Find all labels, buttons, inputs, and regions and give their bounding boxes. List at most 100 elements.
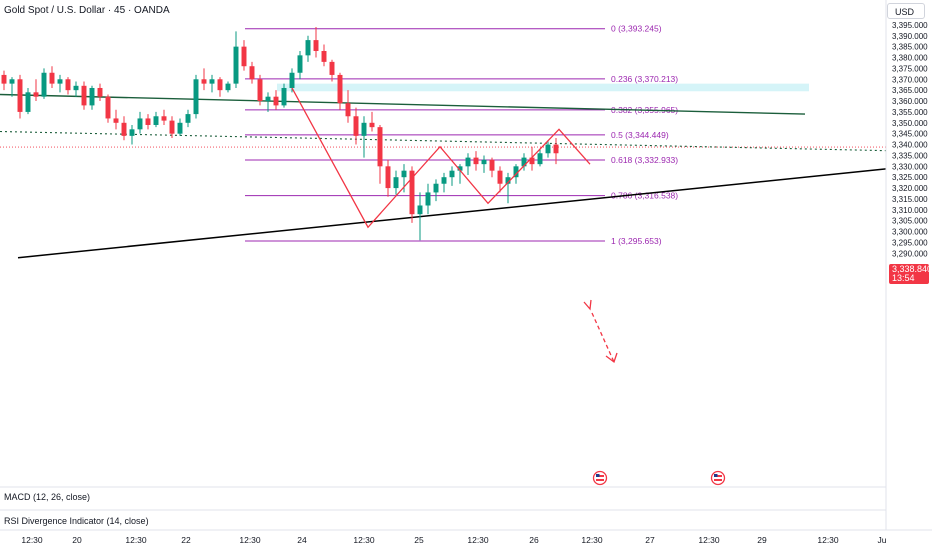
candle-body <box>289 72 295 88</box>
last-price-value: 3,338.840 <box>892 264 932 274</box>
candle-body <box>553 144 559 154</box>
price-tick-label: 3,290.000 <box>892 249 928 258</box>
time-tick-label: 12:30 <box>467 535 489 545</box>
candle-body <box>145 118 151 125</box>
candle-body <box>105 96 111 119</box>
rsi-pane-label[interactable]: RSI Divergence Indicator (14, close) <box>4 516 149 526</box>
flag-canton <box>714 474 718 477</box>
candle-body <box>201 79 207 84</box>
candle-body <box>273 96 279 106</box>
time-tick-label: Ju <box>878 535 887 545</box>
candle-body <box>297 55 303 73</box>
fib-level-label: 0.786 (3,316.538) <box>611 191 678 201</box>
price-tick-label: 3,315.000 <box>892 195 928 204</box>
time-tick-label: 12:30 <box>698 535 720 545</box>
fib-level-label: 0.618 (3,332.933) <box>611 155 678 165</box>
arrow-head-icon <box>605 352 618 364</box>
time-tick-label: 22 <box>181 535 191 545</box>
flag-stripe <box>714 479 722 481</box>
price-tick-label: 3,325.000 <box>892 173 928 182</box>
candle-body <box>313 40 319 51</box>
resistance-zone[interactable] <box>277 83 809 92</box>
candle-body <box>377 127 383 167</box>
candle-body <box>465 157 471 167</box>
price-tick-label: 3,310.000 <box>892 206 928 215</box>
candle-body <box>1 74 7 84</box>
fib-level-label: 0.236 (3,370.213) <box>611 74 678 84</box>
fib-level-label: 0.5 (3,344.449) <box>611 130 669 140</box>
candle-body <box>281 87 287 106</box>
price-tick-label: 3,380.000 <box>892 54 928 63</box>
time-tick-label: 25 <box>414 535 424 545</box>
candle-body <box>457 166 463 171</box>
time-tick-label: 12:30 <box>239 535 261 545</box>
price-tick-label: 3,395.000 <box>892 21 928 30</box>
projection-dashed-line[interactable] <box>591 312 615 363</box>
time-tick-label: 12:30 <box>817 535 839 545</box>
price-tick-label: 3,355.000 <box>892 108 928 117</box>
time-tick-label: 20 <box>72 535 82 545</box>
candle-body <box>353 116 359 136</box>
price-tick-label: 3,305.000 <box>892 217 928 226</box>
bar-countdown: 13:54 <box>892 273 915 283</box>
candle-body <box>369 122 375 128</box>
candle-body <box>505 177 511 184</box>
time-tick-label: 29 <box>757 535 767 545</box>
flag-canton <box>596 474 600 477</box>
wave-pattern-path[interactable] <box>291 87 591 229</box>
price-tick-label: 3,345.000 <box>892 130 928 139</box>
time-tick-label: 27 <box>645 535 655 545</box>
price-tick-label: 3,335.000 <box>892 151 928 160</box>
candle-body <box>401 170 407 178</box>
candle-body <box>25 92 31 112</box>
ascending-support-line[interactable] <box>17 168 887 259</box>
candle-body <box>217 79 223 91</box>
price-tick-label: 3,385.000 <box>892 43 928 52</box>
fib-level-label: 0 (3,393.245) <box>611 24 662 34</box>
candle-body <box>49 72 55 84</box>
time-tick-label: 12:30 <box>125 535 147 545</box>
candle-body <box>257 79 263 102</box>
candle-body <box>417 205 423 215</box>
symbol-title: Gold Spot / U.S. Dollar · 45 · OANDA <box>4 5 170 16</box>
candle-body <box>33 92 39 97</box>
us-flag-event-icon[interactable] <box>592 470 608 486</box>
flag-stripe <box>596 479 604 481</box>
candle-body <box>169 120 175 134</box>
descending-trendline[interactable] <box>0 93 806 115</box>
candle-body <box>345 103 351 117</box>
price-tick-label: 3,350.000 <box>892 119 928 128</box>
candle-body <box>449 170 455 178</box>
candle-body <box>41 72 47 97</box>
candle-body <box>425 192 431 206</box>
candle-body <box>409 170 415 215</box>
candle-body <box>129 129 135 136</box>
us-flag-event-icon[interactable] <box>710 470 726 486</box>
candle-body <box>193 79 199 115</box>
candle-body <box>265 96 271 102</box>
candle-body <box>385 166 391 189</box>
candle-body <box>329 61 335 75</box>
candle-body <box>441 177 447 184</box>
flag-stripe <box>596 475 604 477</box>
candle-body <box>209 79 215 84</box>
candle-body <box>481 159 487 165</box>
candle-body <box>153 116 159 125</box>
candle-body <box>521 157 527 167</box>
candle-body <box>121 122 127 136</box>
candle-body <box>305 40 311 56</box>
macd-pane-label[interactable]: MACD (12, 26, close) <box>4 492 91 502</box>
price-tick-label: 3,300.000 <box>892 228 928 237</box>
candle-body <box>9 79 15 84</box>
candle-body <box>113 118 119 123</box>
flag-stripe <box>714 475 722 477</box>
time-tick-label: 12:30 <box>353 535 375 545</box>
time-tick-label: 12:30 <box>581 535 603 545</box>
candle-body <box>433 183 439 193</box>
candle-body <box>361 122 367 136</box>
currency-button[interactable]: USD <box>887 3 925 19</box>
candle-body <box>489 159 495 171</box>
candle-body <box>73 85 79 91</box>
candle-body <box>17 79 23 112</box>
